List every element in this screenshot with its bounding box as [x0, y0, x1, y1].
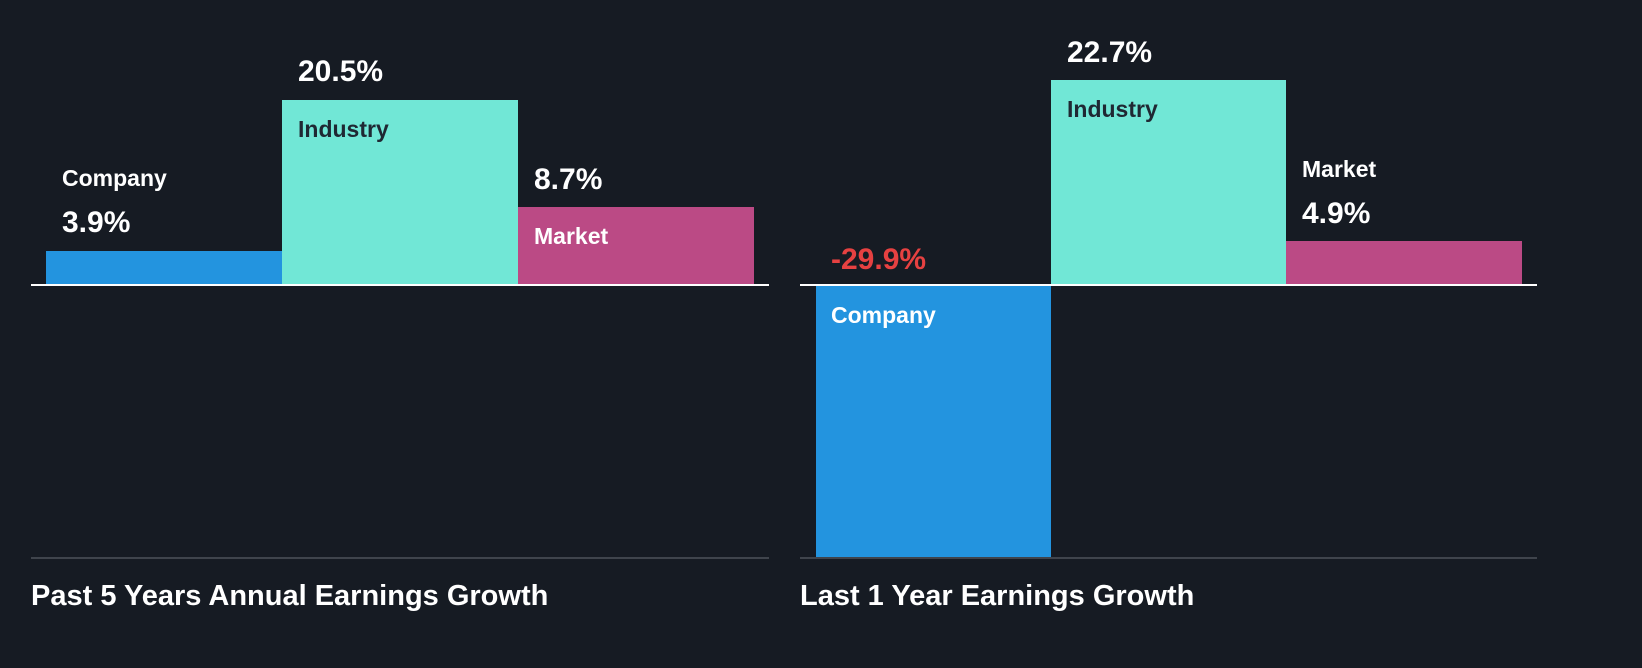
bar-market: [1286, 241, 1522, 285]
chart-floor: [800, 557, 1537, 559]
bar-industry: [1051, 80, 1286, 285]
value-market: 8.7%: [534, 163, 603, 196]
bar-company: [46, 251, 282, 285]
chart-floor: [31, 557, 769, 559]
value-industry: 22.7%: [1067, 36, 1153, 69]
zero-baseline: [31, 284, 769, 286]
value-company: -29.9%: [831, 243, 927, 276]
bar-industry: [282, 100, 518, 285]
bar-company: [816, 285, 1051, 558]
label-industry: Industry: [298, 116, 389, 142]
value-market: 4.9%: [1302, 197, 1371, 230]
value-company: 3.9%: [62, 206, 131, 239]
value-industry: 20.5%: [298, 55, 384, 88]
zero-baseline: [800, 284, 1537, 286]
label-company: Company: [62, 165, 167, 191]
label-company: Company: [831, 302, 936, 328]
chart-title: Last 1 Year Earnings Growth: [800, 580, 1195, 612]
label-market: Market: [534, 223, 609, 249]
chart-title: Past 5 Years Annual Earnings Growth: [31, 580, 549, 612]
bar-market: [518, 207, 754, 285]
label-market: Market: [1302, 156, 1377, 182]
label-industry: Industry: [1067, 96, 1158, 122]
